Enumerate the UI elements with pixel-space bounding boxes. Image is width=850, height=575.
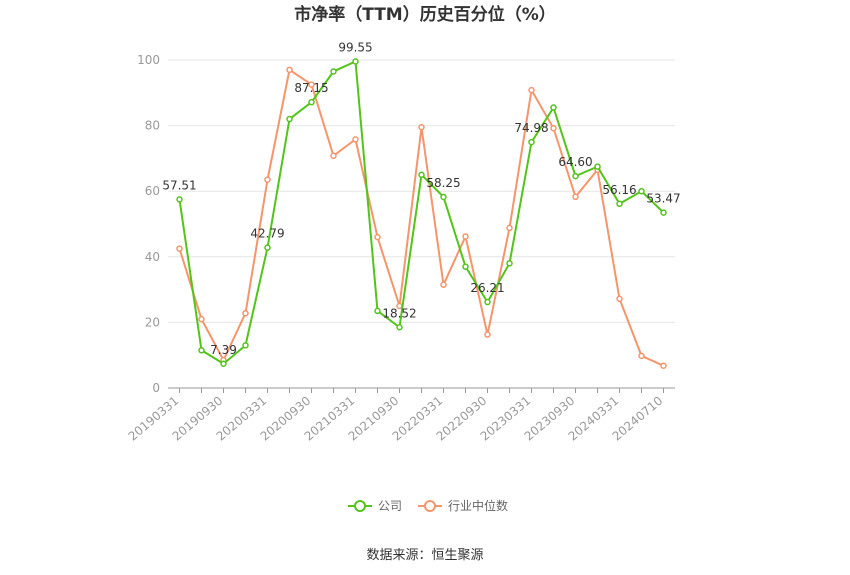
legend-swatch-marker <box>424 500 436 512</box>
data-point <box>440 281 447 288</box>
data-label: 26.21 <box>470 281 504 295</box>
series-group <box>176 58 667 369</box>
data-label: 87.15 <box>294 81 328 95</box>
data-point <box>352 58 359 65</box>
y-tick-label: 60 <box>145 184 160 198</box>
y-tick-label: 20 <box>145 315 160 329</box>
data-point <box>198 347 205 354</box>
data-source: 数据来源：恒生聚源 <box>366 548 483 563</box>
data-point <box>264 244 271 251</box>
legend-label: 公司 <box>378 499 402 513</box>
legend-item[interactable]: 公司 <box>348 499 402 513</box>
data-point <box>198 315 205 323</box>
grid-lines <box>168 59 675 323</box>
data-label: 58.25 <box>426 176 460 190</box>
data-label: 99.55 <box>338 40 372 54</box>
legend-label: 行业中位数 <box>448 498 508 513</box>
data-label: 42.79 <box>250 227 284 241</box>
data-label: 18.52 <box>382 306 416 320</box>
data-point <box>572 172 579 180</box>
data-labels: 57.51 7.39 42.79 87.15 99.55 18.52 58.25 26.21 7… <box>162 40 680 356</box>
series-line <box>178 68 664 367</box>
data-label: 7.39 <box>210 343 237 357</box>
data-point <box>462 263 469 270</box>
data-point <box>638 187 645 195</box>
data-point <box>330 68 337 75</box>
data-point <box>550 104 557 111</box>
data-point <box>550 124 557 132</box>
data-label: 56.16 <box>602 183 636 197</box>
x-axis: 2019033120190930202003312020093020210331… <box>126 387 675 444</box>
data-point <box>308 98 315 106</box>
data-point <box>242 309 249 317</box>
y-tick-label: 100 <box>137 53 160 67</box>
data-label: 64.60 <box>558 155 592 169</box>
data-point <box>594 163 601 170</box>
data-point <box>506 260 513 267</box>
data-point <box>264 176 271 183</box>
data-point <box>308 81 315 88</box>
data-point <box>572 193 579 201</box>
data-point <box>374 307 381 315</box>
y-tick-label: 0 <box>152 381 160 395</box>
data-point <box>220 360 227 368</box>
data-point <box>176 245 183 252</box>
data-point <box>660 362 667 369</box>
data-point <box>176 196 183 203</box>
series-line <box>178 59 665 365</box>
data-point <box>484 298 491 306</box>
data-point <box>660 209 667 216</box>
y-axis: 0 20 40 60 80 100 <box>137 53 160 395</box>
data-point <box>528 138 535 146</box>
data-point <box>286 115 293 123</box>
data-point <box>528 86 535 94</box>
data-point <box>638 352 645 360</box>
y-tick-label: 40 <box>145 250 160 264</box>
legend-item[interactable]: 行业中位数 <box>418 498 508 513</box>
data-point <box>396 324 403 331</box>
legend[interactable]: 公司 行业中位数 <box>348 498 508 513</box>
data-label: 57.51 <box>162 178 196 192</box>
y-tick-label: 80 <box>145 119 160 133</box>
data-point <box>418 123 425 131</box>
data-point <box>418 171 425 179</box>
data-label: 74.98 <box>514 121 548 135</box>
data-point <box>462 233 469 240</box>
data-point <box>374 233 381 241</box>
legend-swatch-marker <box>354 500 366 512</box>
data-point <box>506 224 513 232</box>
data-point <box>616 295 623 303</box>
data-point <box>352 136 359 143</box>
data-point <box>242 342 249 349</box>
data-point <box>484 331 491 338</box>
data-point <box>286 66 293 74</box>
data-point <box>440 193 447 201</box>
data-point <box>616 200 623 208</box>
data-point <box>330 152 337 160</box>
data-label: 53.47 <box>646 192 680 206</box>
chart-title: 市净率（TTM）历史百分位（%） <box>294 4 556 25</box>
